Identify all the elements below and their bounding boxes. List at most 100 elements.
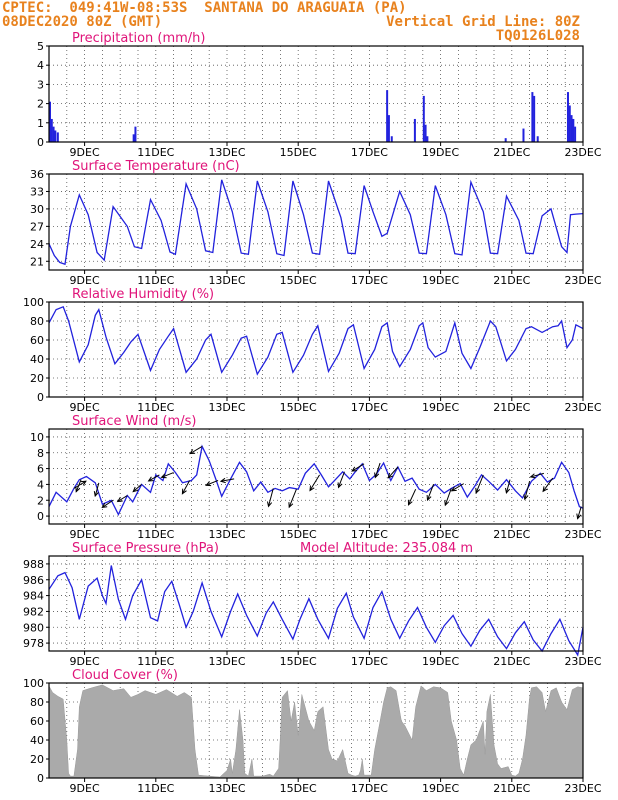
panel-4-wind-arrowhead-22	[450, 486, 457, 492]
panel-2-xtick-label: 15DEC	[280, 274, 317, 287]
panel-4-wind-arrow-27	[542, 477, 554, 492]
panel-4-wind-arrowhead-20	[426, 494, 432, 502]
panel-6-xtick-label: 23DEC	[564, 782, 601, 795]
panel-4-wind-arrowhead-6	[147, 476, 154, 482]
panel-5-xtick-label: 15DEC	[280, 655, 317, 668]
panel-5-background	[49, 556, 583, 651]
panel-4-wind-arrowhead-5	[132, 486, 139, 493]
panel-1-bar-16	[531, 92, 534, 142]
panel-3-line-series	[48, 305, 584, 376]
panel-4-wind-arrow-18	[387, 466, 399, 479]
panel-4-wind-arrow-4	[117, 495, 128, 502]
panel-5-ytick-label: 982	[23, 605, 44, 618]
panel-4-wind-arrow-12	[267, 488, 274, 507]
panel-4-ytick-label: 6	[37, 463, 44, 476]
panel-4-wind-arrow-10	[205, 479, 219, 486]
panel-4-xtick-label: 17DEC	[351, 528, 388, 541]
panel-4-wind-arrow-1	[75, 479, 82, 492]
panel-1-bar-0	[49, 101, 51, 142]
panel-4-wind-arrowhead-21	[444, 500, 450, 507]
panel-1-bar-2	[52, 126, 55, 142]
panel-4-wind-arrowhead-18	[387, 472, 394, 479]
panel-2-ytick-label: 24	[30, 238, 44, 251]
panel-1-xtick-label: 23DEC	[564, 146, 601, 159]
panel-6-xtick-label: 13DEC	[208, 782, 245, 795]
panel-4-wind-arrow-15	[338, 471, 345, 488]
panel-6-ytick-label: 20	[30, 753, 44, 766]
panel-6-xtick-label: 9DEC	[70, 782, 100, 795]
panel-4-wind-arrowhead-23	[475, 487, 481, 494]
panel-5-ytick-label: 980	[23, 621, 44, 634]
panel-4-wind-arrow-6	[148, 474, 160, 482]
panel-4-wind-arrow-8	[181, 480, 191, 494]
panel-3-title: Relative Humidity (%)	[72, 287, 214, 302]
panel-5-title: Surface Pressure (hPa)	[72, 541, 219, 556]
panel-4-wind-arrowhead-0	[80, 480, 87, 486]
panel-1-bar-15	[522, 128, 525, 142]
panel-5-xtick-label: 9DEC	[70, 655, 100, 668]
panel-3-xtick-label: 9DEC	[70, 401, 100, 414]
panel-5-annotation: Model Altitude: 235.084 m	[300, 541, 473, 556]
panel-4-ytick-label: 8	[37, 447, 44, 460]
panel-6-frame	[48, 682, 584, 779]
header-date: 08DEC2020 80Z (GMT)	[2, 14, 163, 30]
panel-1-ytick-label: 1	[37, 117, 44, 130]
panel-4-wind-arrow-25	[524, 481, 531, 500]
panel-4-wind-arrow-11	[220, 478, 235, 482]
panel-1-bar-1	[50, 118, 53, 142]
panel-1-xtick-label: 19DEC	[422, 146, 459, 159]
panel-4-wind-arrowhead-16	[351, 466, 358, 472]
panel-4-background	[49, 429, 583, 524]
panel-2-xtick-label: 21DEC	[493, 274, 530, 287]
panel-5-xtick-label: 21DEC	[493, 655, 530, 668]
panel-4-wind-arrowhead-24	[505, 487, 511, 495]
panel-4-xtick-label: 9DEC	[70, 528, 100, 541]
panel-1-bar-4	[56, 132, 59, 142]
panel-4-wind-arrowhead-7	[160, 473, 167, 479]
panel-2-xtick-label: 23DEC	[564, 274, 601, 287]
panel-5-xtick-label: 19DEC	[422, 655, 459, 668]
panel-1-bar-10	[413, 118, 416, 142]
panel-3-xtick-label: 15DEC	[280, 401, 317, 414]
panel-1-ytick-label: 3	[37, 78, 44, 91]
panel-6-xtick-label: 11DEC	[137, 782, 174, 795]
panel-2-ytick-label: 21	[30, 255, 44, 268]
panel-1-bar-6	[134, 126, 137, 142]
panel-1-bar-9	[390, 136, 393, 142]
panel-4-wind-arrowhead-11	[219, 477, 226, 484]
panel-1-bar-17	[533, 95, 536, 142]
panel-4-wind-arrowhead-17	[374, 472, 380, 479]
panel-1-bar-14	[504, 138, 507, 142]
panel-4-wind-arrowhead-26	[529, 473, 536, 479]
panel-2-ytick-label: 30	[30, 203, 44, 216]
panel-1-bar-20	[568, 105, 571, 142]
panel-5-ytick-label: 988	[23, 558, 44, 571]
panel-6-xtick-label: 21DEC	[493, 782, 530, 795]
panel-4-wind-arrow-21	[444, 488, 452, 506]
panel-2-title: Surface Temperature (nC)	[72, 159, 240, 174]
panel-4-wind-arrowhead-12	[267, 501, 273, 508]
panel-1-title: Precipitation (mm/h)	[72, 31, 205, 46]
panel-1-bar-12	[424, 124, 427, 142]
panel-4-wind-arrow-20	[427, 484, 434, 501]
panel-6-xtick-label: 15DEC	[280, 782, 317, 795]
panel-4-xtick-label: 21DEC	[493, 528, 530, 541]
panel-3-background	[49, 302, 583, 397]
panel-6-area-series	[48, 684, 584, 779]
panel-4-xtick-label: 19DEC	[422, 528, 459, 541]
panel-2-xtick-label: 19DEC	[422, 274, 459, 287]
panel-3-ytick-label: 100	[23, 296, 44, 309]
panel-1-frame	[48, 45, 584, 143]
panel-3-xtick-label: 19DEC	[422, 401, 459, 414]
panel-2-xtick-label: 17DEC	[351, 274, 388, 287]
panel-1-bar-7	[386, 90, 389, 142]
panel-3-xtick-label: 21DEC	[493, 401, 530, 414]
panel-4-ytick-label: 10	[30, 431, 44, 444]
panel-4-wind-arrowhead-4	[116, 497, 123, 503]
panel-4-wind-arrowhead-13	[288, 502, 294, 509]
panel-4-title: Surface Wind (m/s)	[72, 414, 196, 429]
panel-4-wind-arrowhead-10	[205, 481, 212, 487]
panel-3-xtick-label: 13DEC	[208, 401, 245, 414]
panel-4-wind-arrowhead-25	[523, 494, 529, 501]
panel-5-ytick-label: 986	[23, 574, 44, 587]
